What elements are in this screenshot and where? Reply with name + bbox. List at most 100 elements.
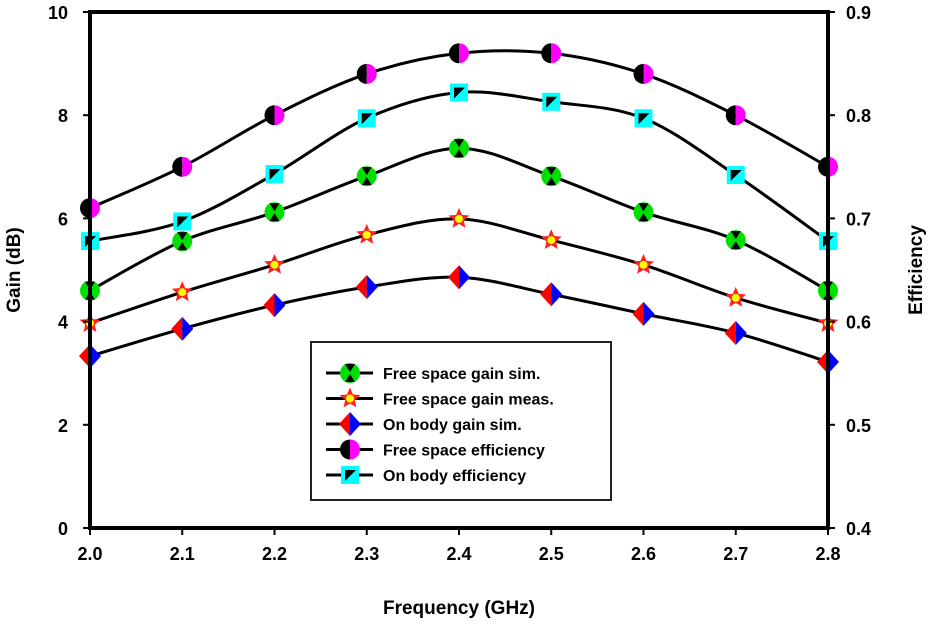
marker-circle-left xyxy=(449,43,459,64)
legend-item: Free space gain meas. xyxy=(326,387,554,409)
series-layer xyxy=(79,43,839,374)
marker-diamond-left xyxy=(724,320,736,345)
marker-diamond-right xyxy=(551,282,563,307)
marker-circle-left xyxy=(725,105,736,126)
x-axis-label: Frequency (GHz) xyxy=(383,598,535,619)
marker-hourglass xyxy=(269,203,280,222)
y-tick-label: 10 xyxy=(48,3,68,23)
marker-star-center xyxy=(731,293,740,302)
marker-circle-right xyxy=(643,63,654,84)
marker-circle-right xyxy=(90,198,100,219)
marker-circle-right xyxy=(366,63,377,84)
marker-circle xyxy=(356,166,377,187)
marker-hourglass xyxy=(730,231,741,250)
marker-hourglass xyxy=(546,167,557,186)
series-0 xyxy=(80,138,838,301)
marker-star xyxy=(264,253,285,274)
marker-split-circle xyxy=(449,43,469,64)
marker-square-triangle xyxy=(634,109,653,128)
marker-diamond-left xyxy=(632,301,644,326)
x-tick-label: 2.6 xyxy=(631,544,656,564)
marker-diamond-left xyxy=(339,412,350,436)
marker-split-circle xyxy=(80,198,100,219)
marker-triangle xyxy=(454,87,465,99)
marker-diamond-left xyxy=(817,349,828,374)
marker-diamond-right xyxy=(182,316,194,341)
marker-circle xyxy=(340,363,360,383)
marker-circle-right xyxy=(459,43,469,64)
marker-star xyxy=(540,229,562,249)
marker-diamond-right xyxy=(366,275,378,300)
marker-circle-left xyxy=(541,43,552,64)
marker-circle xyxy=(725,230,746,251)
marker-diamond-right xyxy=(735,320,747,345)
marker-hourglass xyxy=(361,167,372,186)
marker-square-triangle xyxy=(726,166,745,185)
y2-axis-label: Efficiency xyxy=(906,225,927,315)
marker-square-triangle xyxy=(173,212,192,231)
marker-square-triangle xyxy=(341,466,359,484)
marker-diamond-right xyxy=(350,412,361,436)
marker-diamond-left xyxy=(263,293,275,318)
x-tick-label: 2.4 xyxy=(446,544,471,564)
marker-circle-hourglass xyxy=(264,202,285,223)
marker-circle-hourglass xyxy=(449,138,469,159)
marker-diamond-right xyxy=(828,349,839,374)
marker-hourglass xyxy=(177,232,188,251)
marker-star-center xyxy=(455,214,463,223)
marker-split-circle xyxy=(633,63,654,84)
y-tick-label: 0 xyxy=(58,519,68,539)
legend-label: Free space gain sim. xyxy=(383,366,540,383)
marker-circle xyxy=(172,231,193,252)
marker-star xyxy=(356,223,378,244)
marker-triangle xyxy=(638,113,650,125)
marker-circle-hourglass xyxy=(633,202,654,223)
marker-circle-right xyxy=(274,105,285,126)
x-tick-label: 2.8 xyxy=(815,544,840,564)
legend: Free space gain sim. Free space gain meas… xyxy=(310,341,612,501)
marker-split-circle xyxy=(818,156,838,177)
marker-circle-left xyxy=(818,156,828,177)
series-4 xyxy=(81,83,837,251)
marker-split-circle xyxy=(264,105,285,126)
marker-star xyxy=(633,253,654,274)
marker-circle-right xyxy=(735,105,746,126)
marker-circle-hourglass xyxy=(340,363,360,383)
marker-star-center xyxy=(270,260,279,269)
marker-triangle xyxy=(345,470,356,481)
marker-circle-hourglass xyxy=(541,166,562,187)
marker-star-center xyxy=(346,394,354,403)
y-tick-label: 2 xyxy=(58,416,68,436)
marker-square-triangle xyxy=(265,165,284,184)
marker-diamond-left xyxy=(79,344,90,369)
marker-split-circle xyxy=(356,63,377,84)
marker-diamond-right xyxy=(90,344,101,369)
legend-label: On body gain sim. xyxy=(383,417,522,434)
marker-split-diamond xyxy=(632,301,655,326)
marker-star xyxy=(448,207,470,228)
marker-circle-left xyxy=(172,156,183,177)
marker-split-diamond xyxy=(339,412,361,436)
marker-star-center xyxy=(178,288,187,297)
marker-circle-right xyxy=(182,156,193,177)
marker-circle-left xyxy=(80,198,90,219)
y-tick-label: 4 xyxy=(58,313,68,333)
marker-circle-hourglass xyxy=(172,231,193,252)
marker-triangle xyxy=(361,113,373,125)
marker-circle-hourglass xyxy=(356,166,377,187)
marker-split-diamond xyxy=(540,282,563,307)
marker-square-triangle xyxy=(357,109,376,128)
marker-split-diamond xyxy=(263,293,286,318)
legend-item: Free space efficiency xyxy=(326,439,545,460)
marker-hourglass xyxy=(454,139,464,158)
marker-triangle xyxy=(546,96,558,108)
marker-split-circle xyxy=(541,43,562,64)
marker-star xyxy=(171,281,193,302)
marker-circle xyxy=(449,138,469,159)
marker-square-triangle xyxy=(542,92,561,111)
marker-triangle xyxy=(269,169,281,181)
legend-label: Free space gain meas. xyxy=(383,392,554,409)
series-line xyxy=(89,49,829,210)
legend-item: On body gain sim. xyxy=(326,412,522,436)
marker-split-diamond xyxy=(448,265,470,290)
